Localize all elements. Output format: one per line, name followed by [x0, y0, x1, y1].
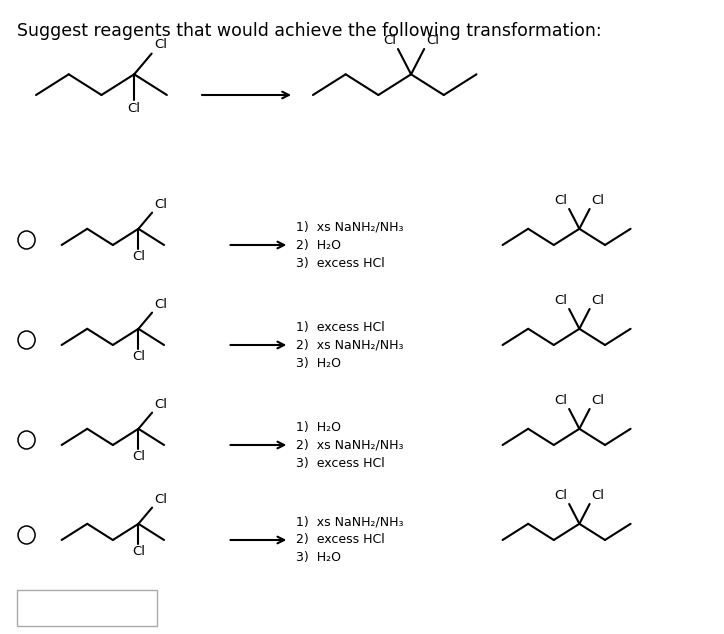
Text: Cl: Cl: [383, 34, 396, 47]
Text: Cl: Cl: [153, 298, 167, 311]
Text: 2)  xs NaNH₂/NH₃: 2) xs NaNH₂/NH₃: [296, 439, 403, 451]
Text: 3)  excess HCl: 3) excess HCl: [296, 456, 384, 470]
Text: Cl: Cl: [592, 394, 605, 407]
Text: 3)  H₂O: 3) H₂O: [296, 356, 341, 370]
Text: 1)  xs NaNH₂/NH₃: 1) xs NaNH₂/NH₃: [296, 515, 403, 529]
Text: Cl: Cl: [555, 489, 568, 502]
Text: Cl: Cl: [426, 34, 439, 47]
Text: Cl: Cl: [132, 351, 145, 363]
Text: Cl: Cl: [555, 294, 568, 307]
Text: Cl: Cl: [153, 38, 167, 51]
Text: Cl: Cl: [153, 198, 167, 210]
Text: Cl: Cl: [153, 398, 167, 411]
Text: 1)  xs NaNH₂/NH₃: 1) xs NaNH₂/NH₃: [296, 221, 403, 233]
Text: 1)  H₂O: 1) H₂O: [296, 420, 341, 434]
Text: Cl: Cl: [132, 545, 145, 559]
Text: Cl: Cl: [555, 394, 568, 407]
Text: Cl: Cl: [592, 294, 605, 307]
Text: Cl: Cl: [555, 194, 568, 207]
Text: 2)  xs NaNH₂/NH₃: 2) xs NaNH₂/NH₃: [296, 339, 403, 351]
Text: Cl: Cl: [132, 450, 145, 463]
Text: 2)  excess HCl: 2) excess HCl: [296, 533, 384, 547]
FancyBboxPatch shape: [17, 590, 157, 626]
Text: Cl: Cl: [132, 250, 145, 263]
Text: 3)  excess HCl: 3) excess HCl: [296, 257, 384, 269]
Text: Cl: Cl: [153, 493, 167, 506]
Text: Cl: Cl: [592, 489, 605, 502]
Text: 1)  excess HCl: 1) excess HCl: [296, 321, 384, 333]
Text: Cl: Cl: [592, 194, 605, 207]
Text: 2)  H₂O: 2) H₂O: [296, 238, 341, 252]
Text: Cl: Cl: [127, 102, 140, 115]
Text: 3)  H₂O: 3) H₂O: [296, 552, 341, 564]
Text: Suggest reagents that would achieve the following transformation:: Suggest reagents that would achieve the …: [17, 22, 602, 40]
